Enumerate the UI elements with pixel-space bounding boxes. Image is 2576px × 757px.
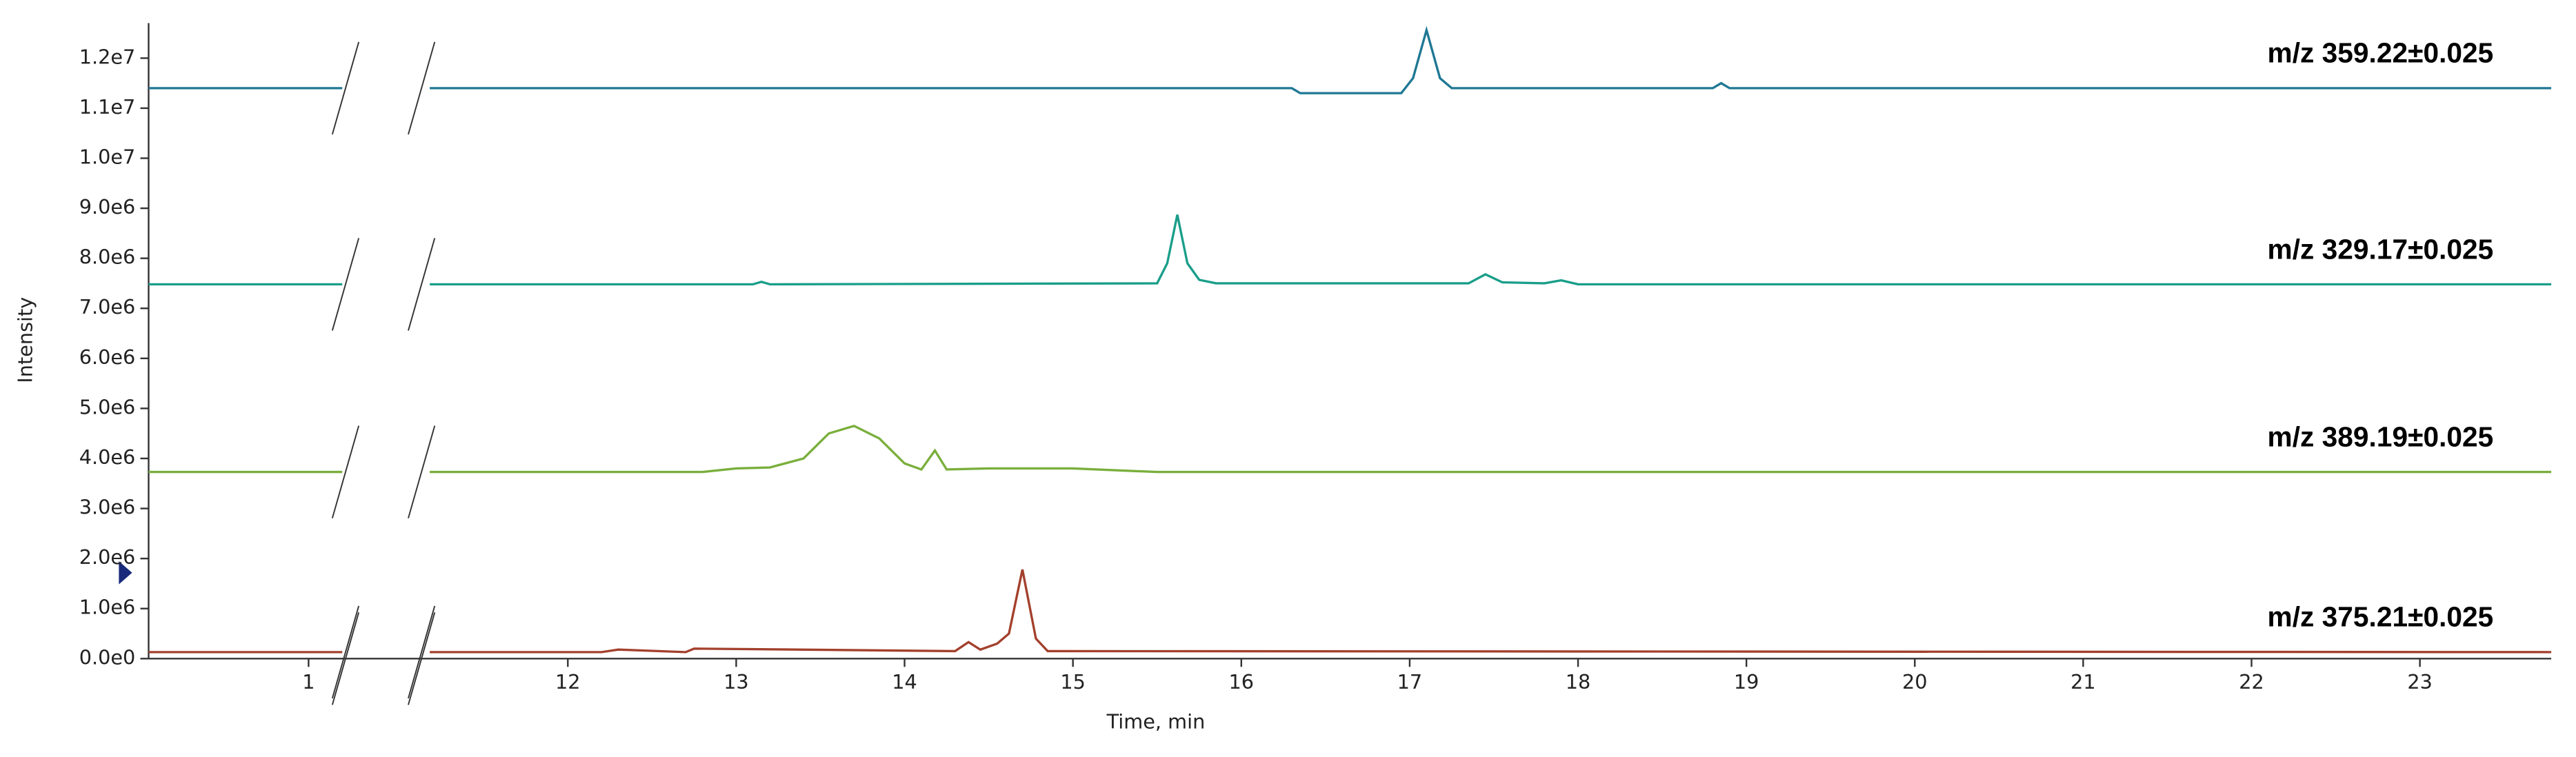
x-tick-label: 16 <box>1229 670 1255 694</box>
y-tick-label: 7.0e6 <box>79 295 136 319</box>
x-tick-label: 15 <box>1060 670 1086 694</box>
y-tick-label: 6.0e6 <box>79 345 136 369</box>
y-tick-label: 8.0e6 <box>79 245 136 269</box>
x-axis-label: Time, min <box>1106 710 1206 734</box>
axis-break <box>331 425 360 518</box>
y-axis-label: Intensity <box>13 297 37 383</box>
y-tick-label: 0.0e0 <box>79 645 136 669</box>
x-tick-label: 23 <box>2407 670 2433 694</box>
x-tick-label: 19 <box>1734 670 1759 694</box>
trace <box>148 569 2552 654</box>
x-tick-label: 13 <box>723 670 749 694</box>
x-tick-label: 14 <box>892 670 917 694</box>
y-tick-label: 5.0e6 <box>79 395 136 418</box>
y-tick-label: 3.0e6 <box>79 496 136 519</box>
x-tick-label: 17 <box>1397 670 1423 694</box>
x-tick-label: 20 <box>1902 670 1928 694</box>
x-tick-label: 1 <box>302 670 314 694</box>
axis-break <box>331 612 360 705</box>
x-tick-label: 22 <box>2239 670 2264 694</box>
y-tick-label: 9.0e6 <box>79 195 136 219</box>
trace <box>148 425 2552 474</box>
axis-break <box>331 605 360 699</box>
x-tick-label: 12 <box>555 670 581 694</box>
trace <box>148 26 2552 94</box>
trace-label: m/z 389.19±0.025 <box>2268 421 2494 452</box>
y-tick-label: 1.0e7 <box>79 145 136 168</box>
axis-break <box>408 612 436 705</box>
y-tick-label: 1.1e7 <box>79 95 136 119</box>
x-tick-label: 18 <box>1566 670 1591 694</box>
y-tick-label: 1.2e7 <box>79 45 136 68</box>
axis-break <box>408 605 436 699</box>
axis-marker <box>119 561 132 585</box>
axis-break <box>408 425 436 518</box>
trace-label: m/z 359.22±0.025 <box>2268 37 2494 69</box>
y-tick-label: 2.0e6 <box>79 545 136 569</box>
trace <box>148 214 2552 286</box>
y-tick-label: 1.0e6 <box>79 596 136 619</box>
axis-break <box>408 41 436 135</box>
x-tick-label: 21 <box>2070 670 2096 694</box>
trace-label: m/z 375.21±0.025 <box>2268 601 2494 633</box>
y-tick-label: 4.0e6 <box>79 445 136 469</box>
axis-break <box>408 238 436 331</box>
axis-break <box>331 41 360 135</box>
trace-label: m/z 329.17±0.025 <box>2268 233 2494 265</box>
axis-break <box>331 238 360 331</box>
